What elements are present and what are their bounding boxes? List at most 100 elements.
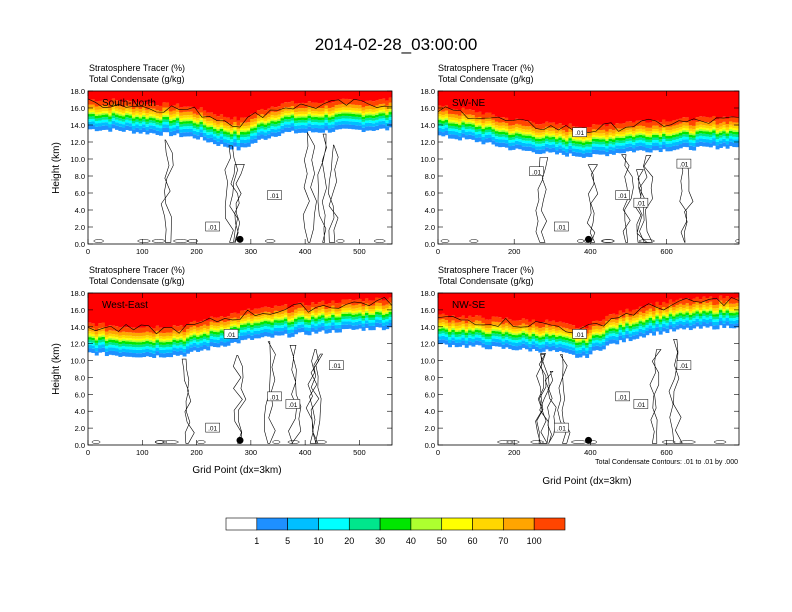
tracer-band — [104, 112, 109, 115]
tracer-band — [658, 144, 663, 148]
tracer-band — [658, 319, 663, 322]
tracer-band — [226, 316, 231, 322]
tracer-band — [611, 136, 616, 138]
tracer-band — [206, 132, 211, 135]
tracer-band — [635, 140, 640, 143]
tracer-band — [682, 316, 687, 320]
tracer-band — [361, 315, 366, 319]
tracer-band — [273, 119, 278, 122]
tracer-band — [196, 330, 201, 334]
tracer-band — [246, 125, 251, 129]
tracer-band — [678, 303, 683, 308]
tracer-band — [280, 316, 285, 319]
tracer-band — [621, 293, 626, 313]
tracer-band — [518, 293, 523, 321]
tracer-band — [662, 119, 667, 125]
tracer-band — [591, 137, 596, 139]
tracer-band — [88, 108, 92, 111]
tracer-band — [581, 150, 586, 154]
tracer-band — [578, 349, 583, 354]
tracer-band — [585, 152, 590, 157]
tracer-band — [263, 110, 268, 116]
tracer-band — [438, 322, 442, 326]
tracer-band — [348, 99, 353, 105]
tracer-band — [175, 343, 180, 346]
tracer-band — [732, 117, 737, 123]
tracer-band — [541, 145, 546, 150]
tracer-band — [484, 123, 489, 126]
tracer-band — [216, 326, 221, 329]
tracer-band — [138, 344, 143, 348]
tracer-band — [91, 323, 96, 329]
tracer-band — [324, 91, 329, 101]
tracer-band — [135, 110, 140, 114]
tracer-band — [595, 339, 600, 343]
tracer-band — [491, 324, 496, 328]
tracer-band — [375, 113, 380, 115]
tracer-band — [712, 308, 717, 311]
tracer-band — [314, 127, 319, 133]
tracer-band — [658, 317, 663, 320]
tracer-band — [458, 331, 463, 335]
tracer-band — [192, 325, 197, 330]
tracer-band — [212, 122, 217, 126]
tracer-band — [662, 136, 667, 140]
tracer-band — [128, 91, 133, 102]
tracer-band — [155, 345, 160, 348]
tracer-band — [665, 317, 670, 321]
tracer-band — [270, 319, 275, 321]
tracer-band — [578, 338, 583, 341]
tracer-band — [685, 312, 690, 316]
tracer-band — [698, 135, 703, 139]
tracer-band — [162, 127, 167, 133]
tracer-band — [615, 293, 620, 315]
tracer-band — [378, 314, 383, 318]
tracer-band — [246, 317, 251, 320]
tracer-band — [665, 91, 670, 122]
tracer-band — [652, 146, 656, 151]
tracer-band — [638, 134, 643, 138]
tracer-band — [631, 331, 636, 336]
tracer-band — [471, 342, 476, 347]
tracer-band — [165, 293, 170, 328]
contour-label-box — [633, 399, 649, 409]
tracer-band — [621, 131, 626, 135]
tracer-band — [219, 330, 224, 333]
tracer-band — [518, 141, 523, 146]
tracer-band — [361, 312, 366, 314]
tracer-band — [531, 319, 536, 325]
tracer-band — [378, 306, 383, 309]
tracer-band — [385, 122, 390, 127]
tracer-band — [718, 123, 723, 127]
tracer-band — [294, 319, 299, 322]
tracer-band — [138, 129, 143, 134]
tracer-band — [283, 312, 288, 316]
tracer-band — [361, 323, 366, 327]
tracer-band — [568, 149, 573, 154]
tracer-band — [705, 136, 710, 140]
tracer-band — [361, 127, 366, 133]
tracer-band — [655, 310, 660, 313]
tracer-band — [518, 345, 523, 350]
tracer-band — [250, 126, 255, 129]
tracer-band — [280, 91, 285, 104]
tracer-band — [189, 336, 194, 340]
condensate-contour — [315, 440, 327, 444]
tracer-band — [212, 136, 217, 140]
tracer-band — [551, 141, 556, 145]
tracer-band — [481, 328, 486, 331]
tracer-band — [735, 128, 739, 131]
tracer-band — [698, 141, 703, 147]
tracer-band — [142, 91, 147, 103]
tracer-band — [294, 315, 299, 318]
tracer-band — [692, 142, 697, 147]
tracer-band — [256, 330, 261, 335]
tracer-band — [351, 308, 356, 312]
tracer-band — [458, 123, 463, 126]
tracer-band — [548, 144, 553, 149]
tracer-band — [454, 91, 459, 110]
tracer-band — [368, 311, 373, 314]
tracer-band — [236, 313, 241, 319]
tracer-band — [725, 129, 730, 132]
tracer-band — [618, 335, 623, 341]
